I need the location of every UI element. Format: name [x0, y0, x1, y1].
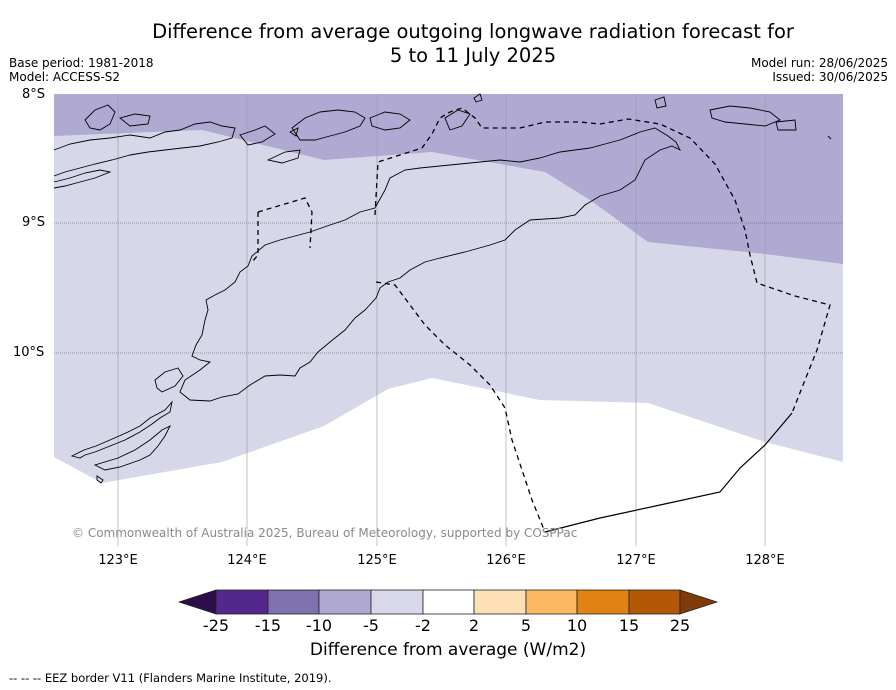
model-name: Model: ACCESS-S2	[9, 70, 121, 84]
colorbar	[177, 589, 719, 615]
copyright-notice: © Commonwealth of Australia 2025, Bureau…	[72, 526, 578, 540]
lon-label-128e: 128°E	[745, 553, 785, 568]
colorbar-tick: 2	[468, 616, 480, 635]
colorbar-tick: 10	[566, 616, 588, 635]
graticule	[117, 94, 766, 546]
colorbar-segment-5	[422, 589, 475, 615]
title-line-2: 5 to 11 July 2025	[389, 44, 557, 67]
base-period: Base period: 1981-2018	[9, 56, 154, 70]
lon-label-125e: 125°E	[357, 553, 397, 568]
colorbar-segment-3	[318, 589, 372, 615]
colorbar-tick: 15	[618, 616, 640, 635]
colorbar-extend-high	[679, 589, 719, 615]
colorbar-segment-9	[628, 589, 681, 615]
colorbar-tick: -15	[254, 616, 282, 635]
colorbar-tick: -10	[305, 616, 333, 635]
lat-label-9s: 9°S	[22, 215, 46, 230]
eez-footnote: -- -- -- EEZ border V11 (Flanders Marine…	[9, 671, 332, 685]
colorbar-title: Difference from average (W/m2)	[309, 640, 587, 660]
colorbar-segment-6	[473, 589, 527, 615]
colorbar-tick: 5	[520, 616, 532, 635]
anomaly-band-minus10-minus5	[54, 94, 843, 264]
colorbar-segment-4	[370, 589, 424, 615]
lon-label-124e: 124°E	[227, 553, 267, 568]
meta-right: Model run: 28/06/2025 Issued: 30/06/2025	[751, 56, 888, 84]
colorbar-extend-low	[177, 589, 217, 615]
colorbar-tick: -5	[363, 616, 379, 635]
issued-date: Issued: 30/06/2025	[772, 70, 888, 84]
colorbar-tick: -2	[415, 616, 431, 635]
lon-label-123e: 123°E	[98, 553, 138, 568]
colorbar-segment-1	[215, 589, 269, 615]
title-line-1: Difference from average outgoing longwav…	[152, 20, 794, 43]
eez-border	[251, 107, 831, 533]
lat-label-10s: 10°S	[13, 345, 45, 360]
eez-border-solid	[544, 412, 793, 533]
lon-label-126e: 126°E	[486, 553, 526, 568]
colorbar-tick: -25	[202, 616, 230, 635]
colorbar-segment-7	[525, 589, 578, 615]
map-title: Difference from average outgoing longwav…	[0, 20, 896, 68]
coastline	[53, 93, 832, 484]
graticule-lat	[54, 222, 843, 354]
colorbar-segment-2	[267, 589, 320, 615]
lon-label-127e: 127°E	[616, 553, 656, 568]
meta-left: Base period: 1981-2018 Model: ACCESS-S2	[9, 56, 154, 84]
colorbar-tick: 25	[669, 616, 691, 635]
colorbar-segment-8	[576, 589, 630, 615]
lat-label-8s: 8°S	[22, 87, 46, 102]
model-run: Model run: 28/06/2025	[750, 56, 888, 70]
